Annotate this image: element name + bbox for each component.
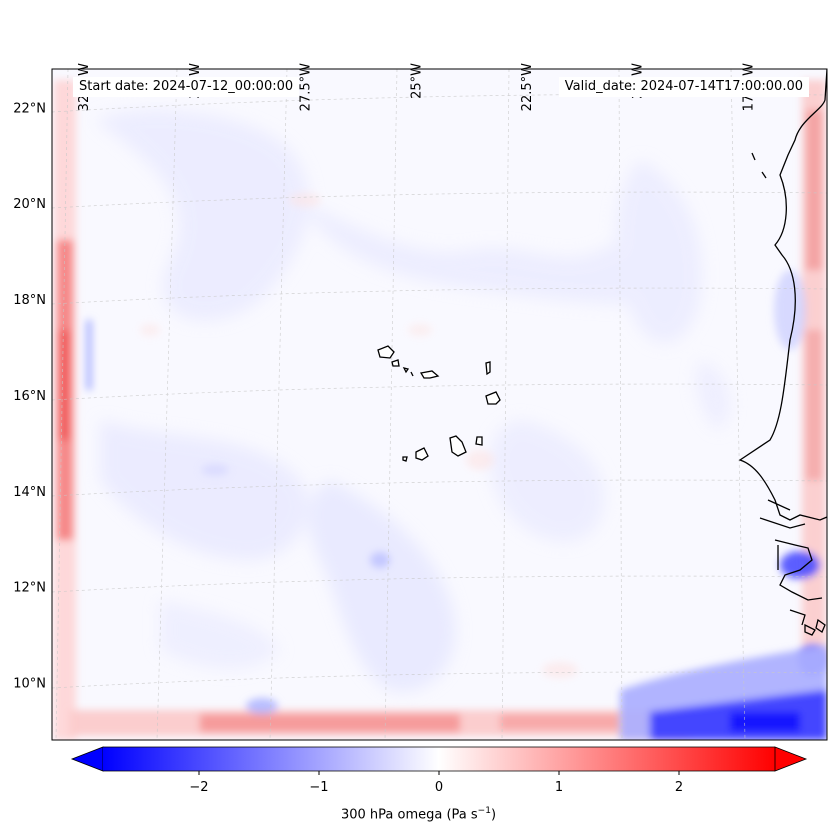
lat-label: 10°N: [13, 677, 46, 692]
colorbar-tick-label: −2: [189, 780, 208, 795]
colorbar-tick-label: 2: [675, 780, 683, 795]
colorbar-label-exponent: −1: [477, 806, 491, 816]
colorbar-extend-max: [774, 746, 808, 772]
lon-label: 22.5°W: [520, 63, 535, 111]
lon-label: 27.5°W: [299, 63, 314, 111]
map-frame: [51, 68, 828, 741]
start-date-label: Start date: 2024-07-12_00:00:00: [73, 77, 300, 97]
lat-label: 20°N: [13, 197, 46, 212]
lat-label: 14°N: [13, 485, 46, 500]
lon-label: 25°W: [409, 63, 424, 99]
colorbar-label: 300 hPa omega (Pa s−1): [0, 806, 837, 822]
colorbar-ticks: −2 −1 0 1 2: [189, 771, 683, 795]
colorbar-tick-label: 0: [435, 780, 443, 795]
colorbar-body: [103, 747, 775, 771]
colorbar-extend-min: [70, 746, 104, 772]
lat-label: 16°N: [13, 389, 46, 404]
colorbar-label-text: 300 hPa omega (Pa s: [340, 807, 478, 823]
colorbar-tick-label: −1: [309, 780, 328, 795]
colorbar-label-suffix: ): [490, 807, 497, 823]
colorbar: −2 −1 0 1 2: [70, 746, 808, 795]
colorbar-tick-label: 1: [555, 780, 563, 795]
map-area: [52, 69, 827, 740]
cape-verde-islands: [377, 345, 501, 462]
gridlines: [52, 69, 827, 740]
lat-label: 12°N: [13, 581, 46, 596]
coastline: [738, 69, 827, 636]
valid-date-label: Valid_date: 2024-07-14T17:00:00.00: [558, 77, 809, 97]
omega-field: [54, 80, 827, 740]
lat-label: 18°N: [13, 293, 46, 308]
lat-label: 22°N: [13, 101, 46, 116]
latitude-labels: 22°N 20°N 18°N 16°N 14°N 12°N 10°N: [13, 101, 46, 691]
